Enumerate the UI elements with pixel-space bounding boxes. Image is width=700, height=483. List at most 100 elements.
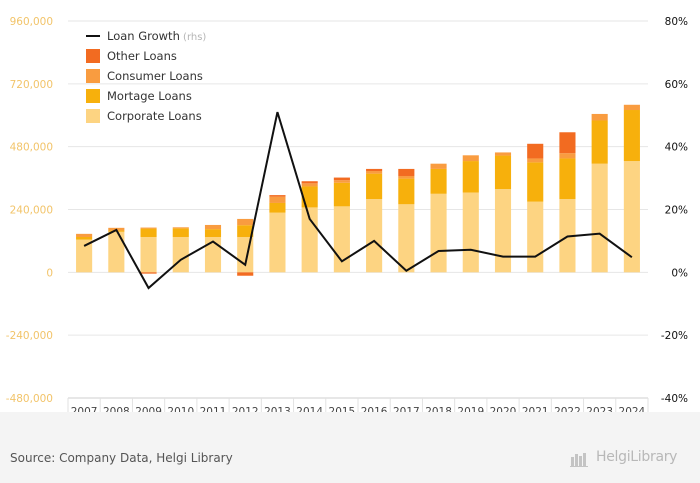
- x-tick-label: 2023: [586, 406, 613, 412]
- bar-segment-corporate-loans: [140, 236, 157, 273]
- legend-label: Loan Growth (rhs): [107, 29, 206, 43]
- legend-box-swatch: [86, 69, 100, 83]
- legend-label-text: Other Loans: [107, 49, 177, 63]
- bar-segment-corporate-loans: [366, 199, 383, 273]
- bar-segment-consumer-loans: [76, 233, 93, 237]
- left-tick-label: -480,000: [6, 393, 53, 405]
- bar-segment-corporate-loans: [269, 212, 286, 273]
- legend-label: Other Loans: [107, 49, 177, 63]
- bar-segment-consumer-loans: [333, 180, 350, 183]
- bar-segment-mortage-loans: [366, 173, 383, 200]
- bar-segment-mortage-loans: [172, 228, 189, 237]
- legend-label-text: Loan Growth: [107, 29, 180, 43]
- x-tick-label: 2012: [232, 406, 259, 412]
- left-tick-label: -240,000: [6, 330, 53, 342]
- x-tick-label: 2015: [329, 406, 356, 412]
- legend-label-text: Mortage Loans: [107, 89, 192, 103]
- brand-text: HelgiLibrary: [596, 449, 678, 465]
- bar-segment-consumer-loans: [204, 224, 222, 230]
- bar-segment-corporate-loans: [108, 231, 125, 273]
- bar-segment-mortage-loans: [494, 155, 512, 190]
- right-tick-label: -20%: [661, 330, 688, 342]
- bar-segment-corporate-loans: [430, 193, 447, 273]
- bar-segment-corporate-loans: [623, 161, 640, 273]
- bar-segment-corporate-loans: [527, 201, 544, 273]
- bar-segment-corporate-loans: [462, 192, 479, 273]
- right-tick-label: -40%: [661, 393, 688, 405]
- line-loan-growth: [83, 111, 633, 290]
- bar-segment-other-loans: [398, 168, 415, 176]
- bar-segment-consumer-loans: [172, 227, 189, 229]
- bar-segment-mortage-loans: [333, 182, 350, 207]
- bar-segment-corporate-loans: [76, 239, 93, 273]
- right-tick-label: 0%: [671, 267, 688, 279]
- bar-segment-consumer-loans: [269, 196, 286, 203]
- x-tick-label: 2017: [393, 406, 420, 412]
- legend-box-swatch: [86, 109, 100, 123]
- bar-segment-consumer-loans: [301, 183, 318, 187]
- bar-segment-consumer-loans: [430, 163, 447, 169]
- x-tick-label: 2019: [457, 406, 484, 412]
- bar-segment-mortage-loans: [462, 161, 479, 193]
- x-tick-label: 2024: [619, 406, 646, 412]
- bar-segment-consumer-loans: [559, 153, 576, 159]
- x-tick-label: 2018: [425, 406, 452, 412]
- bar-series: [76, 104, 640, 276]
- x-tick-label: 2009: [135, 406, 162, 412]
- bar-segment-mortage-loans: [140, 228, 157, 237]
- legend-box-swatch: [86, 49, 100, 63]
- bar-segment-consumer-loans: [366, 171, 383, 174]
- x-tick-label: 2008: [103, 406, 130, 412]
- x-tick-label: 2016: [361, 406, 388, 412]
- x-tick-label: 2010: [167, 406, 194, 412]
- loan-chart: -480,000 -40% -240,000 -20% 0 0% 240,000 20% 480…: [6, 16, 688, 412]
- bar-segment-corporate-loans: [204, 236, 222, 273]
- x-tick-label: 2022: [554, 406, 581, 412]
- right-tick-label: 20%: [665, 205, 688, 217]
- bar-segment-other-loans: [559, 132, 576, 154]
- bar-segment-consumer-loans: [623, 104, 640, 111]
- bar-segment-other-loans: [366, 168, 383, 172]
- gridlines: [68, 20, 648, 399]
- legend-label-text: Consumer Loans: [107, 69, 203, 83]
- left-tick-label: 960,000: [10, 16, 53, 28]
- bar-segment-consumer-loans: [494, 152, 512, 156]
- bar-segment-consumer-loans: [140, 227, 157, 229]
- bar-segment-other-loans: [237, 272, 254, 276]
- bar-segment-consumer-loans: [591, 113, 608, 121]
- bar-segment-other-loans: [301, 181, 318, 184]
- bar-segment-mortage-loans: [204, 229, 222, 237]
- x-tick-label: 2011: [200, 406, 227, 412]
- bar-segment-other-loans: [333, 177, 350, 181]
- source-note: Source: Company Data, Helgi Library: [10, 451, 233, 465]
- legend-label: Corporate Loans: [107, 109, 202, 123]
- legend-label-text: Corporate Loans: [107, 109, 202, 123]
- x-tick-label: 2007: [71, 406, 98, 412]
- x-tick-label: 2020: [490, 406, 517, 412]
- right-tick-label: 40%: [665, 142, 688, 154]
- bar-segment-mortage-loans: [591, 120, 608, 164]
- bar-segment-corporate-loans: [494, 189, 512, 273]
- footer-bar: [0, 412, 700, 483]
- legend-box-swatch: [86, 89, 100, 103]
- brand-logo: HelgiLibrary: [596, 449, 677, 465]
- x-tick-label: 2013: [264, 406, 291, 412]
- legend-label-suffix: (rhs): [180, 32, 207, 43]
- library-icon: [570, 453, 588, 467]
- bar-segment-mortage-loans: [430, 168, 447, 194]
- bar-segment-consumer-loans: [527, 158, 544, 163]
- bar-segment-mortage-loans: [559, 158, 576, 200]
- right-tick-label: 60%: [665, 79, 688, 91]
- right-tick-label: 80%: [665, 16, 688, 28]
- axes: -480,000 -40% -240,000 -20% 0 0% 240,000 20% 480…: [6, 16, 688, 412]
- x-tick-label: 2014: [296, 406, 323, 412]
- bar-segment-mortage-loans: [527, 162, 544, 202]
- bar-segment-corporate-loans: [591, 163, 608, 273]
- bar-segment-mortage-loans: [398, 178, 415, 205]
- bar-segment-other-loans: [269, 195, 286, 197]
- bar-segment-other-loans: [140, 272, 157, 274]
- bar-segment-corporate-loans: [398, 204, 415, 273]
- bar-segment-consumer-loans: [398, 175, 415, 179]
- left-tick-label: 240,000: [10, 205, 53, 217]
